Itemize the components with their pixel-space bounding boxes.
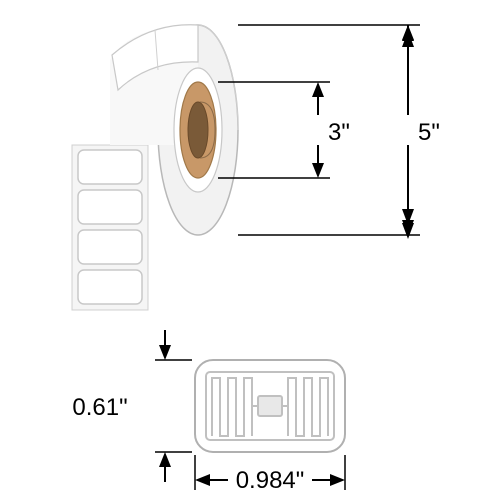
dimension-diagram: 5" 3" 0.61" 0.984" [0, 0, 504, 504]
label-roll [72, 25, 238, 310]
outer-diameter-value: 5" [418, 119, 440, 146]
label-strip [72, 145, 148, 310]
label-width-value: 0.984" [236, 467, 305, 494]
label-height-value: 0.61" [72, 394, 127, 421]
rfid-label [195, 360, 345, 452]
core-diameter-value: 3" [328, 119, 350, 146]
